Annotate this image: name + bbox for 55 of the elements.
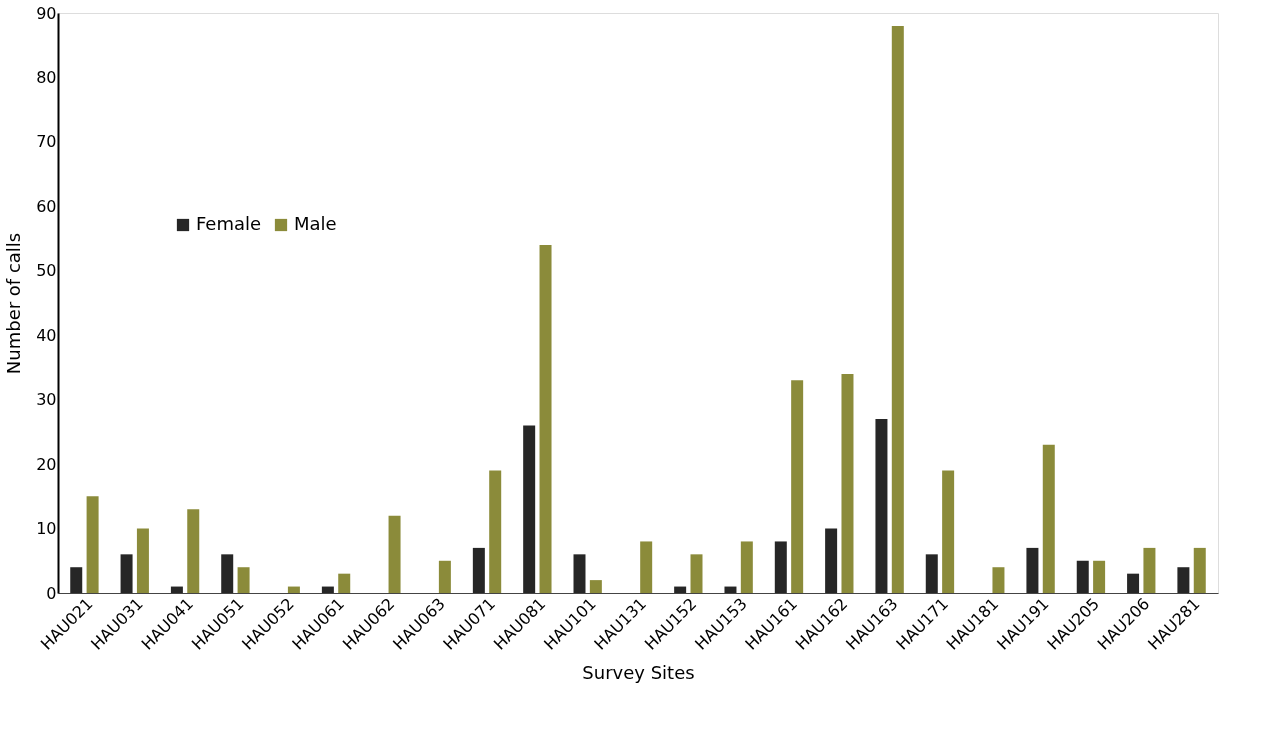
bar <box>1143 547 1156 593</box>
bar <box>1093 560 1106 593</box>
bar <box>539 245 552 593</box>
bar <box>1193 547 1206 593</box>
bar <box>187 509 200 593</box>
bar <box>472 547 485 593</box>
bar <box>589 580 602 593</box>
bar <box>1177 567 1190 593</box>
bar <box>1042 444 1055 593</box>
bar <box>120 554 133 593</box>
bar <box>825 528 838 593</box>
bar <box>992 567 1005 593</box>
bar <box>1076 560 1089 593</box>
bar <box>287 586 300 593</box>
bar <box>388 515 401 593</box>
bar <box>338 573 351 593</box>
y-tick-label: 60 <box>36 196 57 216</box>
bar <box>1127 573 1140 593</box>
bar <box>136 528 149 593</box>
bar <box>875 419 888 593</box>
y-tick-label: 10 <box>36 519 57 539</box>
y-axis-title: Number of calls <box>3 232 25 375</box>
y-tick-label: 20 <box>36 454 57 474</box>
bar <box>674 586 687 593</box>
bar <box>724 586 737 593</box>
y-tick-label: 0 <box>46 583 57 603</box>
bar <box>690 554 703 593</box>
bar <box>523 425 536 593</box>
bar <box>640 541 653 593</box>
bar <box>1026 547 1039 593</box>
y-tick-label: 70 <box>36 132 57 152</box>
bar <box>942 470 955 593</box>
bar <box>925 554 938 593</box>
y-tick-label: 40 <box>36 325 57 345</box>
bar <box>573 554 586 593</box>
bar <box>740 541 753 593</box>
bar <box>438 560 451 593</box>
y-tick-label: 80 <box>36 67 57 87</box>
bar <box>841 373 854 593</box>
y-tick-label: 50 <box>36 261 57 281</box>
y-tick-label: 30 <box>36 390 57 410</box>
bar <box>221 554 234 593</box>
bar <box>489 470 502 593</box>
y-tick-label: 90 <box>36 3 57 23</box>
bar <box>891 25 904 593</box>
bar <box>170 586 183 593</box>
bar <box>321 586 334 593</box>
bar <box>791 380 804 593</box>
x-axis-title: Survey Sites <box>582 661 695 683</box>
legend-label: Female <box>196 213 262 234</box>
legend-label: Male <box>294 213 337 234</box>
bar <box>237 567 250 593</box>
bar <box>70 567 83 593</box>
bar <box>86 496 99 593</box>
bar <box>774 541 787 593</box>
